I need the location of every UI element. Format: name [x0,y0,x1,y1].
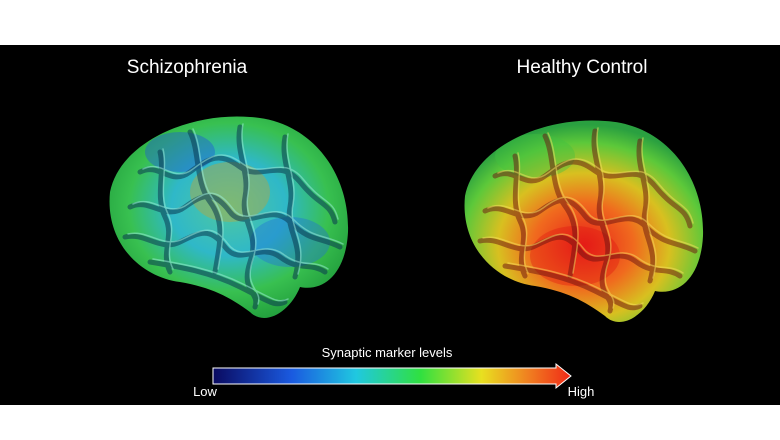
color-scale-arrow [212,362,572,390]
legend-title: Synaptic marker levels [322,345,453,360]
legend-low: Low [193,384,217,399]
brain-schizophrenia [109,116,349,318]
brain-healthy-control [464,120,704,322]
panel-label: Schizophrenia [127,57,248,78]
panel-label: Healthy Control [517,57,648,78]
legend-high: High [568,384,595,399]
